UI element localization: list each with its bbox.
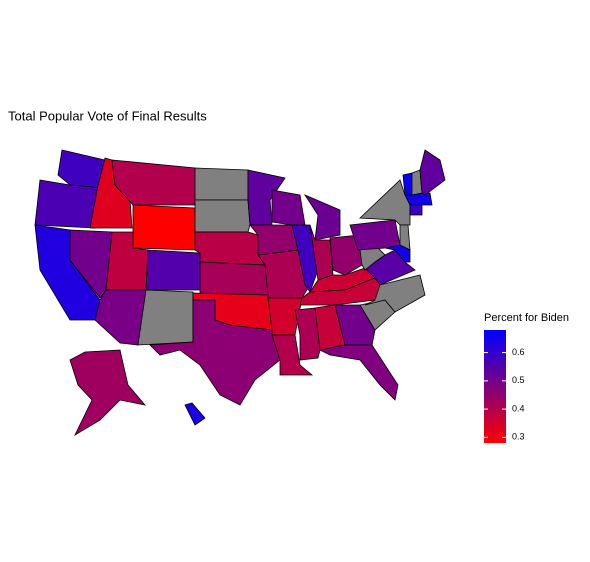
region	[137, 289, 194, 346]
region	[364, 274, 426, 313]
legend-tick-label: 0.6	[512, 347, 525, 357]
legend-tick-label: 0.5	[512, 375, 525, 385]
legend: 0.3 0.4 0.5 0.6	[484, 330, 525, 443]
legend-tick-label: 0.4	[512, 403, 525, 413]
region	[194, 199, 251, 233]
region	[419, 149, 446, 196]
map-title: Total Popular Vote of Final Results	[8, 108, 207, 123]
region	[349, 219, 401, 251]
legend-title: Percent for Biden	[484, 312, 569, 324]
region	[57, 149, 106, 189]
regions	[34, 149, 446, 437]
region	[404, 192, 433, 206]
region	[194, 231, 266, 266]
region	[69, 349, 147, 437]
region	[194, 167, 249, 201]
region	[94, 289, 147, 346]
region	[184, 402, 206, 426]
legend-tick-label: 0.3	[512, 432, 525, 442]
region	[359, 179, 411, 226]
region	[199, 261, 269, 296]
region	[145, 249, 201, 291]
region	[149, 299, 281, 406]
color-bar	[484, 330, 506, 443]
region	[402, 172, 413, 196]
region	[132, 204, 196, 251]
region	[384, 244, 411, 263]
region	[271, 334, 314, 376]
region	[318, 344, 399, 401]
region	[111, 159, 196, 206]
region	[303, 194, 341, 241]
region	[271, 189, 306, 226]
region	[409, 204, 423, 216]
region	[69, 229, 113, 299]
region	[334, 304, 376, 346]
